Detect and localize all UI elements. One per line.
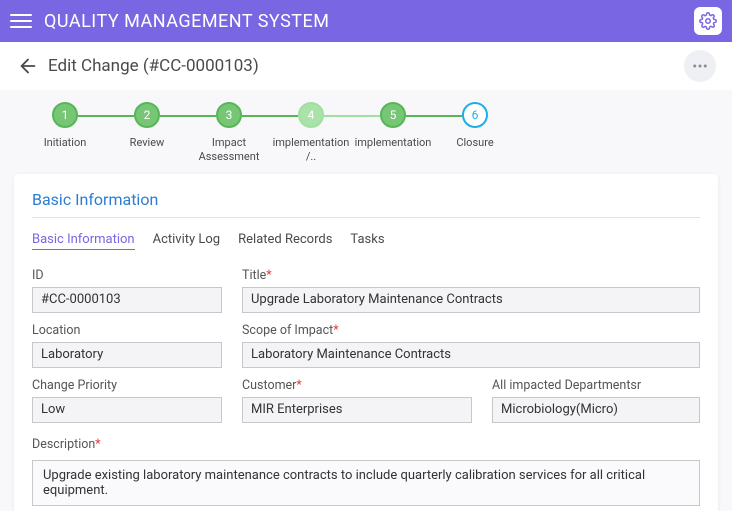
customer-input[interactable]: MIR Enterprises [242,397,472,423]
field-label: Location [32,323,222,338]
workflow-step[interactable]: 5 implementation [352,102,434,150]
step-label: Impact Assessment [188,136,270,164]
step-label: implementation /.. [270,136,352,164]
back-button[interactable] [16,54,40,78]
field-label: Change Priority [32,378,222,393]
field-title: Title* Upgrade Laboratory Maintenance Co… [242,268,700,313]
field-label: Customer* [242,378,472,393]
field-id: ID #CC-0000103 [32,268,222,313]
field-departments: All impacted Departmentsr Microbiology(M… [492,378,700,423]
tab-related-records[interactable]: Related Records [238,232,332,250]
workflow-step[interactable]: 3 Impact Assessment [188,102,270,164]
tab-bar: Basic Information Activity Log Related Rec… [32,218,700,258]
field-priority: Change Priority Low [32,378,222,423]
step-circle: 3 [216,102,242,128]
tab-basic-information[interactable]: Basic Information [32,232,135,250]
location-input[interactable]: Laboratory [32,342,222,368]
step-circle: 2 [134,102,160,128]
page-header: Edit Change (#CC-0000103) [0,42,732,90]
workflow-step[interactable]: 6 Closure [434,102,516,150]
field-scope: Scope of Impact* Laboratory Maintenance … [242,323,700,368]
field-label: Description* [32,437,700,452]
field-label: All impacted Departmentsr [492,378,700,393]
settings-button[interactable] [694,7,722,35]
field-location: Location Laboratory [32,323,222,368]
workflow-step[interactable]: 4 implementation /.. [270,102,352,164]
ellipsis-icon [691,57,709,75]
page-title: Edit Change (#CC-0000103) [48,56,259,76]
title-input[interactable]: Upgrade Laboratory Maintenance Contracts [242,287,700,313]
section-title: Basic Information [32,190,700,218]
step-label: implementation [355,136,432,150]
app-title: QUALITY MANAGEMENT SYSTEM [44,11,329,32]
scope-input[interactable]: Laboratory Maintenance Contracts [242,342,700,368]
workflow-step[interactable]: 1 Initiation [24,102,106,150]
form-card: Basic Information Basic Information Activ… [14,174,718,511]
more-actions-button[interactable] [684,50,716,82]
step-label: Review [130,136,165,150]
step-label: Closure [456,136,493,150]
gear-icon [699,12,717,30]
field-label: Scope of Impact* [242,323,700,338]
step-label: Initiation [44,136,87,150]
workflow-stepper: 1 Initiation 2 Review 3 Impact Assessment 4 imp… [14,96,718,174]
priority-input[interactable]: Low [32,397,222,423]
description-input[interactable]: Upgrade existing laboratory maintenance … [32,460,700,506]
step-circle: 6 [462,102,488,128]
field-customer: Customer* MIR Enterprises [242,378,472,423]
arrow-left-icon [17,55,39,77]
step-circle: 1 [52,102,78,128]
field-label: ID [32,268,222,283]
tab-tasks[interactable]: Tasks [350,232,384,250]
app-bar: QUALITY MANAGEMENT SYSTEM [0,0,732,42]
step-circle: 5 [380,102,406,128]
departments-input[interactable]: Microbiology(Micro) [492,397,700,423]
id-input[interactable]: #CC-0000103 [32,287,222,313]
hamburger-menu-icon[interactable] [10,10,32,32]
field-label: Title* [242,268,700,283]
workflow-step[interactable]: 2 Review [106,102,188,150]
step-circle: 4 [298,102,324,128]
tab-activity-log[interactable]: Activity Log [153,232,221,250]
